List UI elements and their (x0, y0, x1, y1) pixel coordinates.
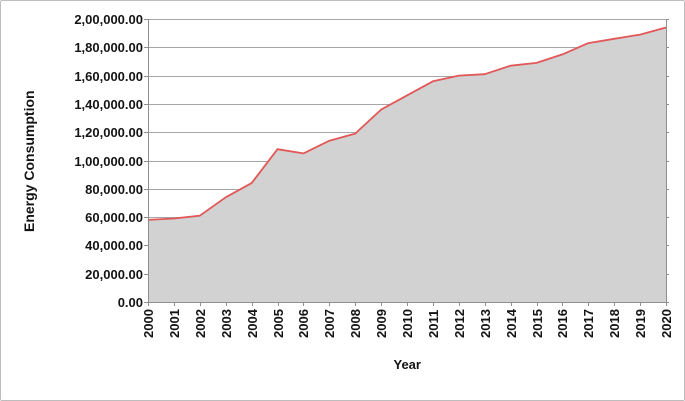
x-tick-label: 2017 (580, 309, 596, 338)
x-tick-label: 2004 (244, 309, 260, 338)
x-tick-label: 2000 (140, 309, 156, 338)
x-tick-label: 2019 (632, 309, 648, 338)
x-tick-label: 2011 (425, 309, 441, 338)
x-tick-label: 2008 (347, 309, 363, 338)
x-tick-label: 2014 (503, 309, 519, 338)
y-tick-label: 1,00,000.00 (74, 153, 143, 169)
y-axis-title: Energy Consumption (21, 89, 37, 232)
y-tick-label: 2,00,000.00 (74, 11, 143, 27)
x-tick-label: 2005 (270, 309, 286, 338)
x-tick-label: 2016 (554, 309, 570, 338)
y-tick-label: 40,000.00 (85, 237, 143, 253)
x-tick-label: 2018 (606, 309, 622, 338)
x-tick-label: 2007 (321, 309, 337, 338)
y-tick-label: 1,60,000.00 (74, 68, 143, 84)
x-tick-label: 2012 (451, 309, 467, 338)
y-tick-label: 60,000.00 (85, 209, 143, 225)
x-tick-label: 2009 (373, 309, 389, 338)
y-tick-label: 1,40,000.00 (74, 96, 143, 112)
x-tick-label: 2010 (399, 309, 415, 338)
y-tick-label: 20,000.00 (85, 266, 143, 282)
x-tick-label: 2013 (477, 309, 493, 338)
x-tick-label: 2002 (192, 309, 208, 338)
x-axis-title: Year (393, 357, 421, 372)
y-tick-label: 80,000.00 (85, 181, 143, 197)
x-tick-label: 2015 (529, 309, 545, 338)
x-tick-label: 2006 (295, 309, 311, 338)
x-tick-label: 2001 (166, 309, 182, 338)
y-tick-label: 1,20,000.00 (74, 124, 143, 140)
y-tick-label: 1,80,000.00 (74, 39, 143, 55)
x-tick-label: 2003 (218, 309, 234, 338)
y-tick-label: 0.00 (117, 294, 143, 310)
x-tick-label: 2020 (658, 309, 674, 338)
